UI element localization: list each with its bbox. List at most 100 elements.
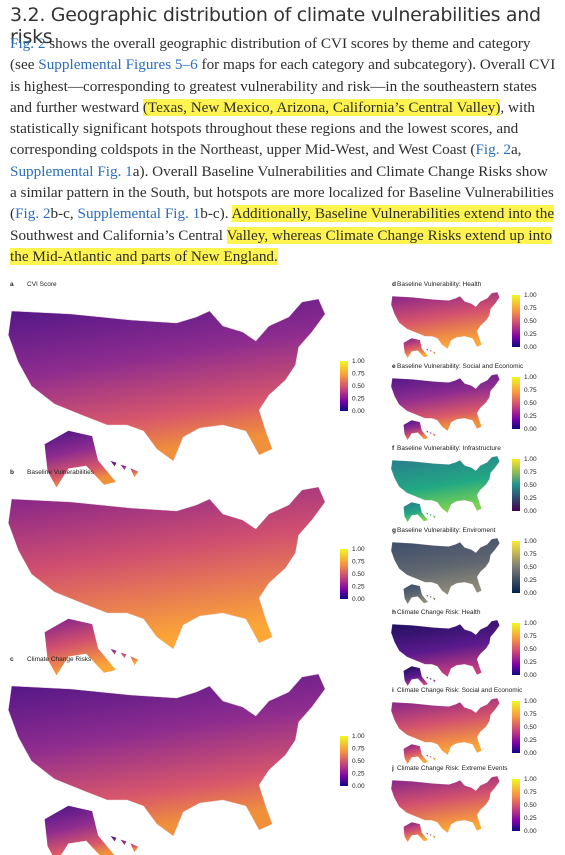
colorbar-tick-label: 1.00	[352, 358, 365, 365]
panel-title: Baseline Vulnerability: Social and Econo…	[397, 363, 524, 370]
alaska-map	[44, 618, 116, 676]
colorbar-tick-label: 0.75	[524, 305, 537, 312]
colorbar	[512, 541, 520, 593]
panel-letter: i	[392, 687, 394, 694]
colorbar	[512, 623, 520, 675]
alaska-map	[403, 502, 428, 523]
section-heading: 3.2. Geographic distribution of climate …	[10, 4, 541, 48]
text-run: b-c,	[50, 205, 78, 223]
panel-letter: c	[10, 656, 14, 663]
link[interactable]: Supplemental Fig. 1	[10, 162, 133, 180]
colorbar-tick-label: 0.50	[352, 571, 365, 578]
us-map	[8, 486, 326, 650]
figure-panel: d Baseline Vulnerability: Health 1.00 0.75 0…	[391, 281, 537, 359]
colorbar-tick-label: 0.75	[352, 371, 365, 378]
link[interactable]: Supplemental Fig. 1	[77, 205, 201, 223]
panel-letter: h	[392, 609, 396, 616]
colorbar-tick-label: 0.25	[524, 815, 537, 822]
text-run: , with statistically significant hotspot…	[10, 98, 536, 159]
panel-letter: e	[392, 363, 396, 370]
colorbar	[512, 295, 520, 347]
colorbar	[340, 361, 348, 411]
colorbar-tick-label: 0.75	[524, 633, 537, 640]
colorbar-tick-label: 0.50	[524, 482, 537, 489]
colorbar-tick-label: 0.00	[352, 408, 365, 415]
us-map	[391, 698, 500, 755]
colorbar-tick-label: 0.50	[352, 383, 365, 390]
colorbar-tick-label: 0.50	[524, 802, 537, 809]
panel-title: Baseline Vulnerability: Health	[397, 281, 482, 288]
alaska-map	[44, 805, 115, 855]
panel-letter: b	[10, 469, 14, 476]
colorbar-tick-label: 0.00	[524, 750, 537, 757]
colorbar-tick-label: 0.50	[352, 758, 365, 765]
panel-title: Climate Change Risks	[27, 656, 92, 663]
colorbar-tick-label: 0.25	[524, 331, 537, 338]
colorbar-tick-label: 1.00	[524, 456, 537, 463]
colorbar-tick-label: 0.50	[524, 646, 537, 653]
hawaii-map	[110, 461, 139, 478]
text-run: Southwest and California’s Central	[10, 226, 227, 244]
text-run: b-c).	[200, 205, 232, 223]
hawaii-map	[110, 836, 139, 853]
figure-panel: c Climate Change Risks 1.00 0.75 0.50 0.25 0.0…	[8, 656, 365, 855]
figure-panel: f Baseline Vulnerability: Infrastructure 1…	[391, 445, 537, 523]
alaska-map	[403, 744, 428, 765]
colorbar	[512, 701, 520, 753]
alaska-map	[403, 420, 428, 441]
colorbar-tick-label: 0.50	[524, 564, 537, 571]
colorbar-tick-label: 0.25	[524, 495, 537, 502]
colorbar-tick-label: 0.00	[524, 590, 537, 597]
hawaii-map	[110, 649, 139, 666]
colorbar	[512, 459, 520, 511]
colorbar-tick-label: 0.25	[524, 577, 537, 584]
colorbar-tick-label: 1.00	[524, 374, 537, 381]
us-map	[391, 620, 500, 677]
colorbar-tick-label: 0.25	[352, 584, 365, 591]
colorbar	[340, 549, 348, 599]
colorbar-tick-label: 1.00	[352, 546, 365, 553]
colorbar-tick-label: 0.75	[524, 387, 537, 394]
link[interactable]: Fig. 2	[475, 141, 511, 159]
link[interactable]: Fig. 2	[15, 205, 51, 223]
figure-panel: h Climate Change Risk: Health 1.00 0.75 0.50…	[391, 609, 537, 687]
text-run: (Texas, New Mexico, Arizona, California’…	[142, 98, 501, 116]
colorbar-tick-label: 0.75	[352, 746, 365, 753]
hawaii-map	[426, 348, 436, 355]
alaska-map	[403, 822, 428, 843]
alaska-map	[44, 430, 116, 488]
panel-title: Baseline Vulnerabilities	[27, 469, 95, 476]
alaska-map	[403, 584, 428, 605]
us-map	[8, 298, 326, 462]
colorbar-tick-label: 0.50	[524, 318, 537, 325]
colorbar	[512, 377, 520, 429]
colorbar-tick-label: 0.75	[524, 469, 537, 476]
colorbar-tick-label: 0.00	[524, 828, 537, 835]
us-map	[391, 776, 500, 833]
panel-title: Climate Change Risk: Extreme Events	[397, 765, 508, 772]
colorbar-tick-label: 0.25	[524, 413, 537, 420]
link[interactable]: Fig. 2	[10, 35, 46, 52]
hawaii-map	[426, 832, 436, 839]
text-run: shows the overall geographic distributio…	[10, 35, 531, 74]
colorbar	[512, 779, 520, 831]
us-map	[8, 673, 326, 837]
text-run: a). Overall Baseline Vulnerabilities and…	[10, 162, 554, 223]
panel-title: Baseline Vulnerability: Infrastructure	[397, 445, 501, 452]
figure-panel: j Climate Change Risk: Extreme Events 1.00…	[391, 765, 537, 843]
colorbar-tick-label: 0.25	[352, 396, 365, 403]
colorbar-tick-label: 0.25	[524, 737, 537, 744]
colorbar-tick-label: 0.00	[352, 783, 365, 790]
colorbar-tick-label: 1.00	[524, 776, 537, 783]
alaska-map	[403, 666, 428, 687]
colorbar	[340, 736, 348, 786]
text-run: for maps for each category and subcatego…	[10, 56, 556, 116]
figure-panel: g Baseline Vulnerability: Enviroment 1.00 0…	[391, 527, 537, 605]
colorbar-tick-label: 0.75	[524, 711, 537, 718]
colorbar-tick-label: 0.00	[352, 596, 365, 603]
figure-panel: i Climate Change Risk: Social and Economi…	[391, 687, 537, 765]
us-map	[391, 292, 500, 349]
panel-letter: g	[392, 527, 396, 534]
link[interactable]: Supplemental Figures 5–6	[38, 56, 198, 74]
